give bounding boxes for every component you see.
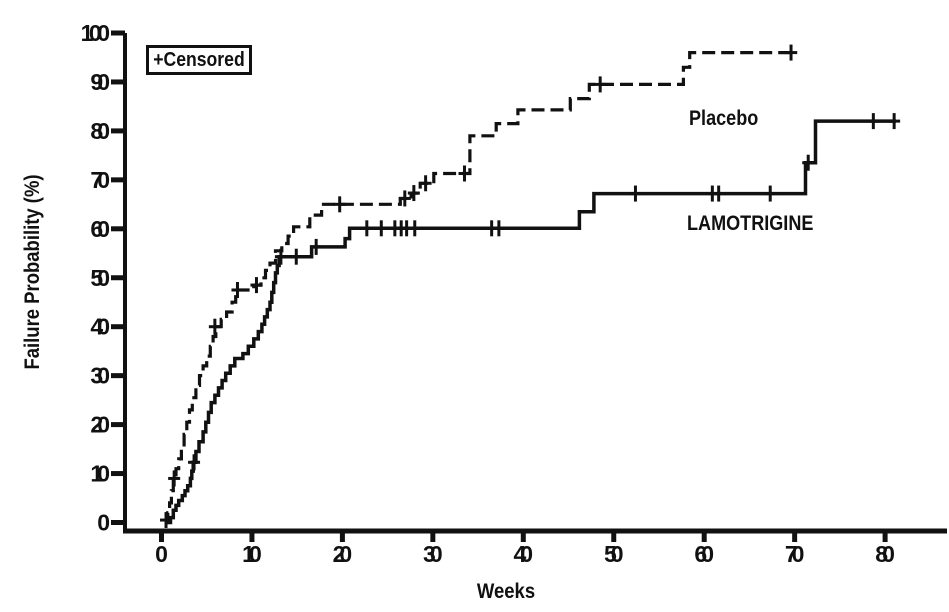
x-tick-label: 80 (875, 541, 895, 567)
x-tick-label: 40 (514, 541, 534, 567)
x-tick-label: 0 (155, 541, 168, 567)
lamotrigine-curve (166, 119, 896, 525)
x-tick-label: 30 (423, 541, 443, 567)
y-tick-label: 70 (90, 167, 110, 193)
y-tick-label: 50 (90, 265, 110, 291)
y-tick-label: 60 (90, 216, 110, 242)
x-axis-title: Weeks (476, 580, 536, 603)
series-label-lamotrigine: LAMOTRIGINE (687, 212, 814, 235)
series-label-placebo: Placebo (689, 107, 759, 130)
y-tick-label: 30 (90, 363, 110, 389)
y-tick-label: 90 (90, 69, 110, 95)
censored-legend-label: +Censored (153, 48, 245, 71)
x-tick-label: 70 (785, 541, 805, 567)
y-tick-label: 100 (81, 20, 110, 46)
y-axis-title: Failure Probability (%) (21, 174, 44, 370)
y-tick-label: 80 (90, 118, 110, 144)
y-tick-label: 40 (90, 314, 110, 340)
x-tick-label: 50 (604, 541, 624, 567)
censored-legend-box: +Censored (146, 45, 252, 75)
placebo-curve (165, 51, 798, 525)
x-tick-label: 60 (694, 541, 714, 567)
y-tick-label: 10 (90, 461, 110, 487)
x-tick-label: 20 (333, 541, 353, 567)
y-tick-label: 0 (97, 510, 110, 536)
y-tick-label: 20 (90, 412, 110, 438)
x-tick-label: 10 (242, 541, 262, 567)
